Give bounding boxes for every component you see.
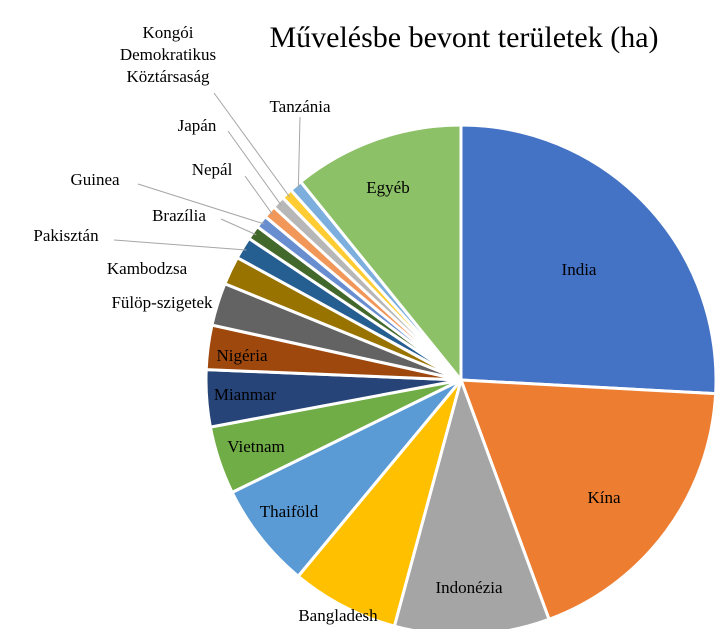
leader-line	[220, 218, 257, 236]
slice-label: Vietnam	[227, 437, 285, 456]
slice-label: Nigéria	[216, 346, 268, 365]
slice-label: Brazília	[152, 206, 206, 225]
slice-label: Bangladesh	[298, 606, 378, 625]
leader-line	[244, 175, 273, 215]
slice-label: Thaiföld	[259, 502, 319, 521]
slice-label: Nepál	[191, 160, 233, 179]
leader-line	[113, 239, 247, 251]
slice-label: Guinea	[70, 170, 120, 189]
slice-label: Indonézia	[435, 578, 503, 597]
slice-label: Kambodzsa	[106, 259, 188, 278]
pie-slice	[392, 375, 551, 629]
pie-slice	[230, 378, 463, 579]
slice-label: India	[561, 260, 597, 279]
slice-label: Kongói Demokratikus Köztársaság	[119, 23, 217, 86]
leader-line	[137, 183, 265, 225]
pie-slice	[459, 123, 718, 396]
leader-line	[297, 116, 301, 189]
pie-slice	[458, 378, 718, 622]
leader-line	[213, 92, 290, 198]
slice-label: Pakisztán	[33, 226, 99, 245]
slice-label: Japán	[177, 116, 217, 135]
leader-line	[227, 130, 282, 206]
slice-label: Tanzánia	[269, 97, 331, 116]
chart-title: Művelésbe bevont területek (ha)	[269, 21, 659, 54]
slice-label: Fülöp-szigetek	[111, 293, 213, 312]
slice-label: Mianmar	[213, 385, 277, 404]
pie-slice	[298, 123, 463, 385]
slice-label: Kína	[587, 488, 621, 507]
pie-slice	[296, 379, 463, 628]
slice-label: Egyéb	[366, 178, 410, 197]
